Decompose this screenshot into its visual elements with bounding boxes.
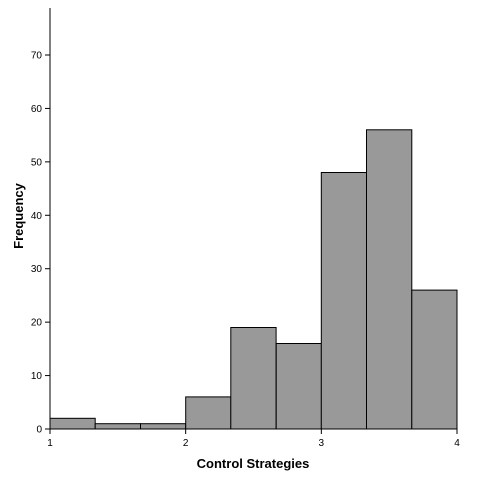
y-tick-label: 0 xyxy=(36,425,42,436)
x-tick-label: 3 xyxy=(319,438,325,449)
x-axis-title: Control Strategies xyxy=(197,456,310,471)
histogram-bar-5 xyxy=(230,327,277,430)
histogram-bar-8 xyxy=(366,129,413,430)
x-ticks-group: 1 2 3 4 xyxy=(47,429,460,449)
histogram-bar-3 xyxy=(140,423,187,430)
y-tick-label: 70 xyxy=(31,51,43,62)
y-axis-title: Frequency xyxy=(11,182,26,249)
y-tick-label: 30 xyxy=(31,264,43,275)
histogram-bar-7 xyxy=(320,172,367,430)
y-tick-label: 40 xyxy=(31,211,43,222)
histogram-bar-4 xyxy=(185,396,232,430)
histogram-bar-9 xyxy=(411,289,458,430)
y-tick-label: 60 xyxy=(31,104,43,115)
histogram-bar-2 xyxy=(94,423,141,430)
x-tick-label: 1 xyxy=(47,438,53,449)
histogram-bar-1 xyxy=(49,417,96,430)
y-tick-label: 10 xyxy=(31,371,43,382)
x-tick-label: 4 xyxy=(454,438,460,449)
bars-group xyxy=(49,129,458,430)
histogram-bar-6 xyxy=(275,343,322,430)
y-tick-label: 20 xyxy=(31,318,43,329)
y-ticks-group: 0 10 20 30 40 50 60 70 xyxy=(31,51,50,436)
x-tick-label: 2 xyxy=(183,438,189,449)
axes-group xyxy=(49,8,457,430)
y-tick-label: 50 xyxy=(31,157,43,168)
